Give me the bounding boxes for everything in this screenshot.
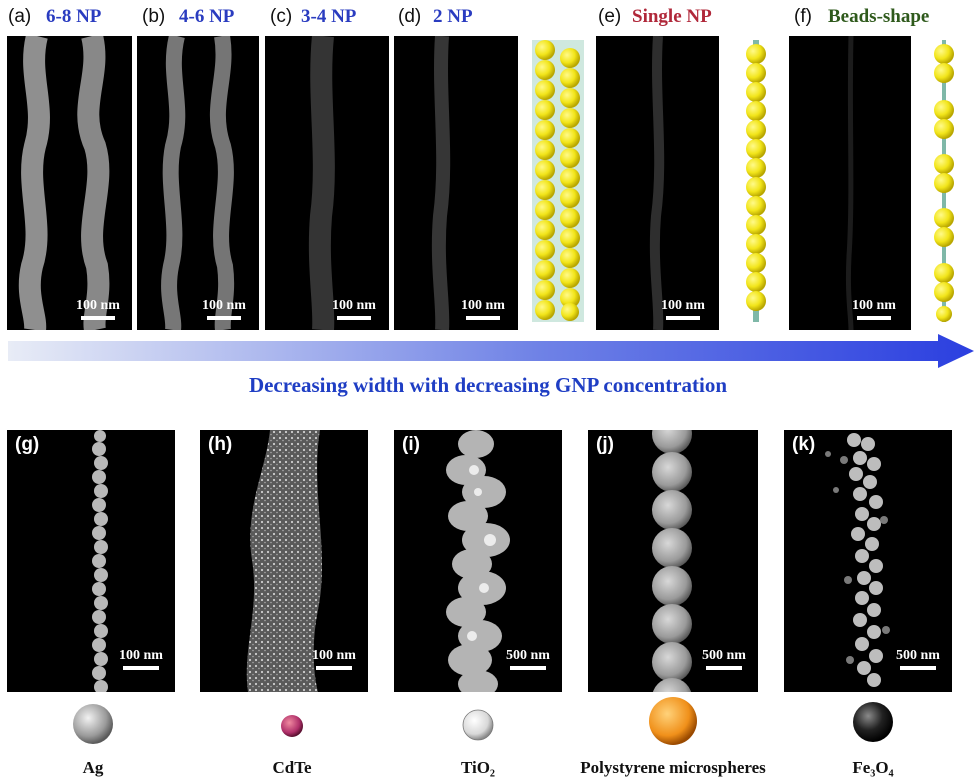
sem-image-d: 100 nm (394, 36, 518, 330)
scale-bar-a: 100 nm (69, 298, 127, 320)
sem-image-g: (g) 100 nm (7, 430, 175, 692)
panel-f-label: (f) (794, 6, 812, 27)
cdte-sphere-icon (281, 715, 303, 737)
scale-bar-h: 100 nm (304, 648, 364, 670)
material-label-polystyrene: Polystyrene microspheres (580, 758, 766, 777)
sem-image-a: 100 nm (7, 36, 132, 330)
panel-e-title: Single NP (632, 6, 712, 27)
panel-i-label: (i) (402, 434, 420, 455)
sem-image-f: 100 nm (789, 36, 911, 330)
fe3o4-sphere-icon (853, 702, 893, 742)
panel-h-label: (h) (208, 434, 233, 455)
material-label-fe3o4: Fe₃O₄ (852, 758, 894, 777)
panel-a-title: 6-8 NP (46, 6, 102, 27)
panel-d-label: (d) (398, 6, 422, 27)
scale-bar-e: 100 nm (654, 298, 712, 320)
scale-bar-i: 500 nm (498, 648, 558, 670)
gradient-arrow (8, 334, 974, 368)
scale-bar-k: 500 nm (888, 648, 948, 670)
scale-bar-g: 100 nm (111, 648, 171, 670)
single-nanoparticle-chain-model (746, 40, 766, 322)
tio2-sphere-icon (462, 709, 494, 741)
panel-b-title: 4-6 NP (179, 6, 235, 27)
panel-c-title: 3-4 NP (301, 6, 357, 27)
panel-e-label: (e) (598, 6, 622, 27)
panel-c-label: (c) (270, 6, 293, 27)
panel-g-label: (g) (15, 434, 40, 455)
material-spheres (73, 697, 893, 745)
material-label-tio2: TiO₂ (460, 758, 496, 777)
sem-image-i: (i) 500 nm (394, 430, 562, 692)
sem-image-k: (k) 500 nm (784, 430, 952, 692)
sem-image-b: 100 nm (137, 36, 259, 330)
scale-bar-j: 500 nm (694, 648, 754, 670)
sem-image-j: (j) 500 nm (588, 430, 758, 692)
sem-image-e: 100 nm (596, 36, 719, 330)
scale-bar-b: 100 nm (195, 298, 253, 320)
panel-j-label: (j) (596, 434, 614, 455)
sem-image-c: 100 nm (265, 36, 389, 330)
scale-bar-c: 100 nm (325, 298, 383, 320)
material-label-ag: Ag (82, 758, 104, 777)
scale-bar-d: 100 nm (454, 298, 512, 320)
beads-shape-chain-model (934, 40, 954, 322)
material-label-cdte: CdTe (272, 758, 312, 777)
panel-k-label: (k) (792, 434, 816, 455)
panel-f-title: Beads-shape (828, 6, 930, 27)
scale-bar-f: 100 nm (845, 298, 903, 320)
sem-image-h: (h) 100 nm (200, 430, 368, 692)
polystyrene-sphere-icon (649, 697, 697, 745)
arrow-caption: Decreasing width with decreasing GNP con… (248, 373, 728, 397)
double-nanoparticle-chain-model (532, 40, 584, 322)
ag-sphere-icon (73, 704, 113, 744)
panel-a-label: (a) (8, 6, 32, 27)
panel-d-title: 2 NP (433, 6, 473, 27)
panel-b-label: (b) (142, 6, 166, 27)
